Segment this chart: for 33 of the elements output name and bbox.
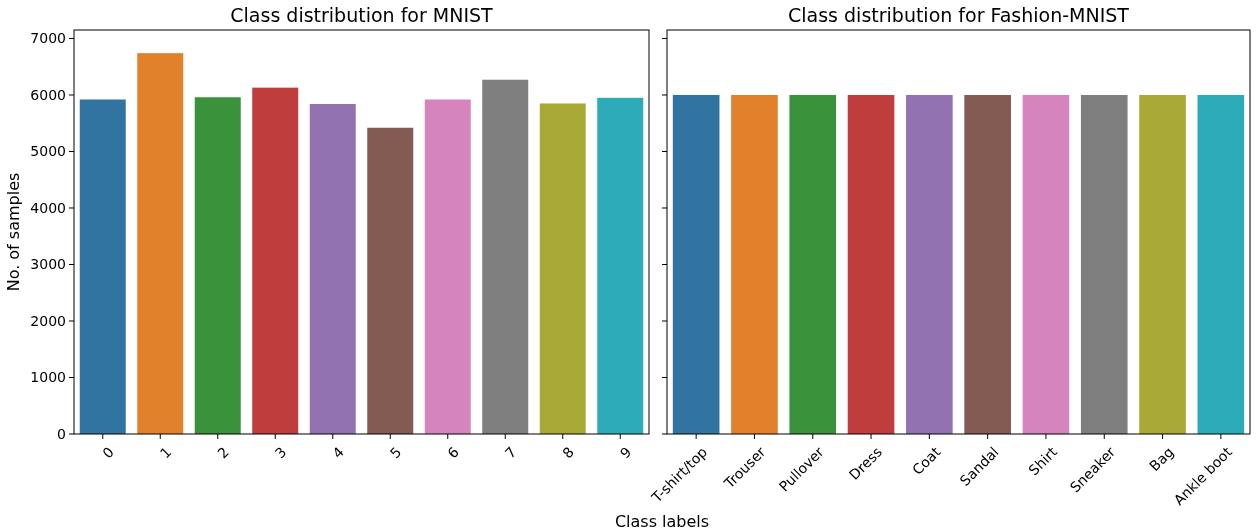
x-tick-label: 8: [559, 443, 577, 462]
x-tick-label: 9: [616, 443, 635, 462]
x-axis-title: Class labels: [614, 512, 710, 531]
bar: [252, 87, 299, 434]
x-tick-label: 0: [99, 443, 117, 462]
chart-title: Class distribution for MNIST: [230, 4, 494, 26]
y-tick-label: 5000: [30, 143, 66, 160]
y-tick-label: 0: [57, 425, 66, 442]
bar: [137, 53, 184, 434]
y-tick-label: 2000: [30, 312, 66, 329]
y-tick-label: 6000: [30, 86, 66, 103]
y-tick-label: 4000: [30, 199, 66, 216]
bar: [194, 97, 241, 434]
bar: [79, 99, 126, 434]
x-tick-label: 6: [444, 443, 462, 462]
chart-title: Class distribution for Fashion-MNIST: [788, 4, 1130, 26]
x-tick-label: 5: [386, 443, 405, 462]
x-tick-label: 7: [501, 443, 520, 462]
bar: [424, 99, 471, 434]
x-tick-label: Bag: [1146, 443, 1177, 475]
bar: [539, 103, 586, 434]
x-tick-label: 3: [271, 443, 290, 462]
y-tick-label: 1000: [30, 369, 66, 386]
bar: [597, 97, 644, 434]
x-tick-label: 1: [156, 443, 175, 462]
bar: [482, 79, 529, 434]
x-tick-label: 4: [329, 443, 347, 462]
y-axis-title: No. of samples: [4, 172, 23, 292]
bar: [309, 104, 356, 434]
x-tick-label: 2: [214, 443, 232, 462]
bar: [367, 127, 414, 434]
y-tick-label: 3000: [30, 256, 66, 273]
y-tick-label: 7000: [30, 30, 66, 47]
